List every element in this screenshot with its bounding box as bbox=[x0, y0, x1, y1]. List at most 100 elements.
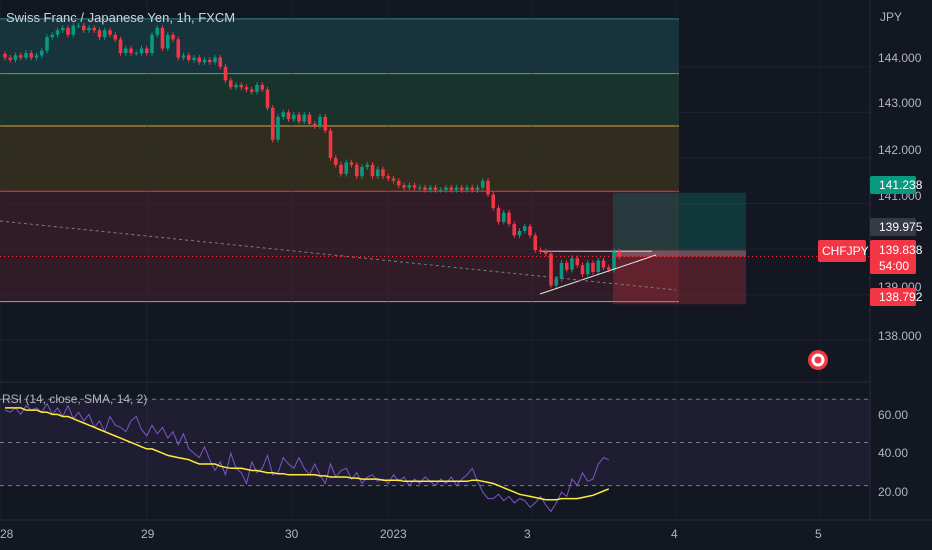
candle bbox=[328, 130, 333, 158]
record-icon[interactable] bbox=[808, 350, 828, 370]
candle bbox=[176, 39, 181, 58]
candle bbox=[123, 48, 128, 54]
candle bbox=[438, 189, 443, 191]
candle bbox=[491, 194, 496, 209]
candle bbox=[207, 59, 212, 63]
candle bbox=[34, 55, 39, 58]
candle bbox=[412, 185, 417, 188]
candle bbox=[60, 27, 65, 31]
candle bbox=[370, 164, 375, 177]
grid bbox=[0, 0, 870, 520]
symbol-label: CHFJPY bbox=[822, 244, 869, 258]
long-position-tool[interactable] bbox=[540, 192, 746, 305]
candle bbox=[444, 187, 448, 190]
rsi-tick-label: 40.00 bbox=[878, 446, 908, 460]
trend-line[interactable] bbox=[539, 254, 657, 295]
candlestick-series bbox=[3, 22, 622, 289]
candle bbox=[255, 84, 259, 92]
candle bbox=[323, 116, 328, 131]
candle bbox=[533, 235, 538, 251]
candle bbox=[433, 187, 438, 190]
candle bbox=[585, 262, 590, 275]
candle bbox=[139, 48, 144, 54]
candle bbox=[543, 251, 548, 254]
chart-title: Swiss Franc / Japanese Yen, 1h, FXCM bbox=[6, 10, 235, 25]
candle bbox=[617, 251, 622, 257]
candle bbox=[165, 34, 170, 49]
entry-price-value: 139.975 bbox=[879, 220, 923, 234]
candle bbox=[559, 262, 564, 279]
last-price-value: 139.838 bbox=[879, 243, 923, 257]
candle bbox=[55, 30, 60, 35]
rsi-tick-label: 20.00 bbox=[878, 485, 908, 499]
candle bbox=[144, 48, 149, 54]
position-running-zone bbox=[613, 250, 746, 257]
candle bbox=[50, 34, 55, 38]
candle bbox=[522, 226, 527, 231]
price-tick-label: 143.000 bbox=[878, 96, 922, 110]
candle bbox=[81, 25, 86, 31]
candle bbox=[228, 80, 233, 88]
currency-label: JPY bbox=[880, 10, 902, 24]
time-tick-label: 5 bbox=[815, 527, 822, 541]
candle bbox=[459, 187, 464, 190]
candle bbox=[102, 30, 107, 38]
candle bbox=[344, 162, 349, 174]
symbol-price-tag[interactable]: CHFJPY 139.838 54:00 bbox=[818, 240, 923, 274]
candle bbox=[297, 114, 301, 122]
candle bbox=[486, 180, 490, 195]
candle bbox=[386, 176, 391, 179]
candle bbox=[3, 53, 7, 58]
rsi-ma-line bbox=[5, 407, 610, 501]
candle bbox=[291, 114, 296, 120]
candle bbox=[39, 50, 44, 56]
candle bbox=[307, 114, 312, 124]
candle bbox=[501, 212, 506, 222]
time-tick-label: 4 bbox=[671, 527, 678, 541]
candle bbox=[113, 34, 118, 40]
candle bbox=[507, 212, 511, 225]
rsi-pane bbox=[0, 398, 870, 513]
candle bbox=[181, 55, 186, 58]
candle bbox=[402, 185, 406, 188]
candle bbox=[554, 278, 559, 286]
candle bbox=[564, 262, 569, 270]
dashed-trend-line[interactable] bbox=[0, 220, 677, 291]
candle bbox=[244, 87, 249, 90]
candle bbox=[423, 187, 427, 190]
candle bbox=[454, 187, 459, 190]
candle bbox=[213, 57, 217, 63]
candle bbox=[265, 89, 270, 108]
drawings[interactable] bbox=[0, 220, 870, 295]
candle bbox=[360, 167, 364, 177]
candle bbox=[71, 25, 76, 35]
time-tick-label: 30 bbox=[285, 527, 299, 541]
candle bbox=[428, 187, 433, 190]
candle bbox=[234, 84, 238, 88]
candle bbox=[375, 169, 380, 177]
candle bbox=[24, 53, 28, 58]
candle bbox=[197, 57, 202, 63]
candle bbox=[171, 34, 175, 40]
fib-zone bbox=[0, 18, 679, 74]
candle bbox=[339, 164, 343, 174]
time-tick-label: 2023 bbox=[380, 527, 407, 541]
candle bbox=[202, 59, 207, 63]
candle bbox=[354, 164, 359, 177]
candle bbox=[449, 187, 454, 190]
candle bbox=[612, 251, 616, 270]
candle bbox=[475, 187, 480, 190]
candle bbox=[381, 169, 385, 177]
candle bbox=[192, 57, 196, 60]
candle bbox=[66, 27, 70, 35]
candle bbox=[580, 265, 585, 275]
candle bbox=[591, 262, 595, 272]
position-loss-zone[interactable] bbox=[613, 250, 746, 305]
position-profit-zone[interactable] bbox=[613, 192, 746, 251]
candle bbox=[601, 260, 606, 268]
candle bbox=[276, 116, 280, 140]
fibonacci-retracement[interactable] bbox=[0, 18, 679, 303]
price-tick-label: 144.000 bbox=[878, 51, 922, 65]
time-tick-label: 28 bbox=[0, 527, 14, 541]
